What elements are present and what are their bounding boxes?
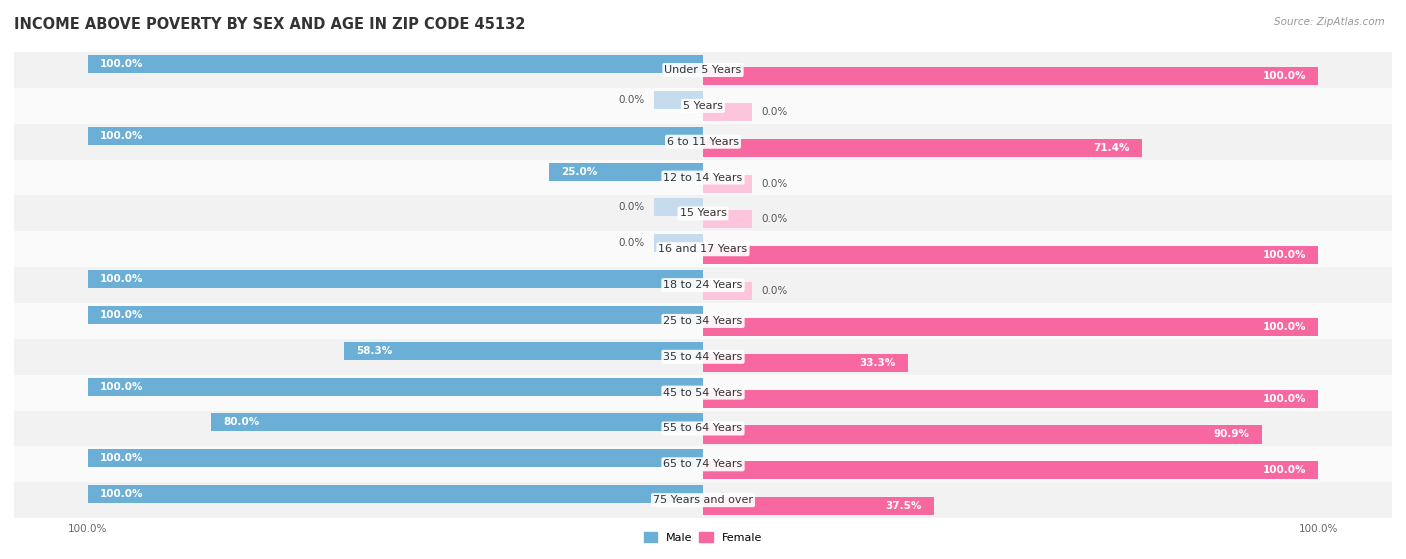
- Text: 6 to 11 Years: 6 to 11 Years: [666, 137, 740, 146]
- Text: 75 Years and over: 75 Years and over: [652, 495, 754, 505]
- Bar: [654, 91, 703, 109]
- Text: 16 and 17 Years: 16 and 17 Years: [658, 244, 748, 254]
- Bar: [344, 342, 703, 360]
- Text: Under 5 Years: Under 5 Years: [665, 65, 741, 75]
- Text: 100.0%: 100.0%: [1263, 465, 1306, 475]
- Bar: [14, 267, 1392, 303]
- Bar: [14, 88, 1392, 124]
- Text: 100.0%: 100.0%: [100, 274, 143, 284]
- Text: 65 to 74 Years: 65 to 74 Years: [664, 459, 742, 470]
- Bar: [703, 282, 752, 300]
- Text: 0.0%: 0.0%: [762, 286, 787, 296]
- Bar: [654, 198, 703, 216]
- Bar: [703, 210, 752, 229]
- Text: 100.0%: 100.0%: [100, 489, 143, 499]
- Bar: [703, 425, 1263, 443]
- Text: 90.9%: 90.9%: [1213, 429, 1250, 439]
- Bar: [14, 52, 1392, 88]
- Bar: [87, 55, 703, 73]
- Text: 55 to 64 Years: 55 to 64 Years: [664, 424, 742, 433]
- Text: 100.0%: 100.0%: [100, 382, 143, 392]
- Bar: [87, 485, 703, 503]
- Text: 100.0%: 100.0%: [100, 453, 143, 463]
- Bar: [87, 306, 703, 324]
- Text: 71.4%: 71.4%: [1094, 143, 1130, 153]
- Bar: [14, 196, 1392, 231]
- Bar: [703, 139, 1142, 157]
- Bar: [14, 482, 1392, 518]
- Bar: [703, 497, 934, 515]
- Text: 12 to 14 Years: 12 to 14 Years: [664, 173, 742, 183]
- Text: 0.0%: 0.0%: [762, 107, 787, 117]
- Text: 45 to 54 Years: 45 to 54 Years: [664, 387, 742, 397]
- Text: 58.3%: 58.3%: [357, 346, 392, 356]
- Text: 25 to 34 Years: 25 to 34 Years: [664, 316, 742, 326]
- Text: 80.0%: 80.0%: [224, 418, 260, 428]
- Text: 0.0%: 0.0%: [762, 215, 787, 224]
- Bar: [87, 377, 703, 396]
- Bar: [703, 174, 752, 193]
- Bar: [87, 449, 703, 467]
- Text: 0.0%: 0.0%: [762, 178, 787, 188]
- Bar: [654, 234, 703, 252]
- Bar: [14, 303, 1392, 339]
- Bar: [14, 231, 1392, 267]
- Text: 100.0%: 100.0%: [1263, 394, 1306, 404]
- Text: INCOME ABOVE POVERTY BY SEX AND AGE IN ZIP CODE 45132: INCOME ABOVE POVERTY BY SEX AND AGE IN Z…: [14, 17, 526, 32]
- Bar: [87, 270, 703, 288]
- Text: 100.0%: 100.0%: [100, 59, 143, 69]
- Bar: [211, 414, 703, 432]
- Bar: [703, 354, 908, 372]
- Bar: [550, 163, 703, 181]
- Bar: [14, 447, 1392, 482]
- Text: 35 to 44 Years: 35 to 44 Years: [664, 352, 742, 362]
- Text: 33.3%: 33.3%: [859, 358, 896, 368]
- Bar: [14, 339, 1392, 375]
- Text: 25.0%: 25.0%: [561, 167, 598, 177]
- Bar: [703, 67, 1319, 85]
- Text: 0.0%: 0.0%: [619, 202, 644, 212]
- Text: 0.0%: 0.0%: [619, 95, 644, 105]
- Bar: [14, 375, 1392, 410]
- Text: Source: ZipAtlas.com: Source: ZipAtlas.com: [1274, 17, 1385, 27]
- Bar: [703, 318, 1319, 336]
- Bar: [703, 246, 1319, 264]
- Legend: Male, Female: Male, Female: [640, 528, 766, 547]
- Text: 15 Years: 15 Years: [679, 209, 727, 219]
- Text: 37.5%: 37.5%: [884, 501, 921, 511]
- Text: 5 Years: 5 Years: [683, 101, 723, 111]
- Bar: [14, 160, 1392, 196]
- Text: 100.0%: 100.0%: [100, 131, 143, 141]
- Text: 100.0%: 100.0%: [1263, 71, 1306, 81]
- Text: 18 to 24 Years: 18 to 24 Years: [664, 280, 742, 290]
- Bar: [703, 103, 752, 121]
- Text: 100.0%: 100.0%: [1263, 250, 1306, 260]
- Text: 0.0%: 0.0%: [619, 238, 644, 248]
- Bar: [87, 127, 703, 145]
- Bar: [703, 461, 1319, 480]
- Bar: [14, 124, 1392, 160]
- Bar: [14, 410, 1392, 447]
- Text: 100.0%: 100.0%: [100, 310, 143, 320]
- Text: 100.0%: 100.0%: [1263, 322, 1306, 332]
- Bar: [703, 390, 1319, 408]
